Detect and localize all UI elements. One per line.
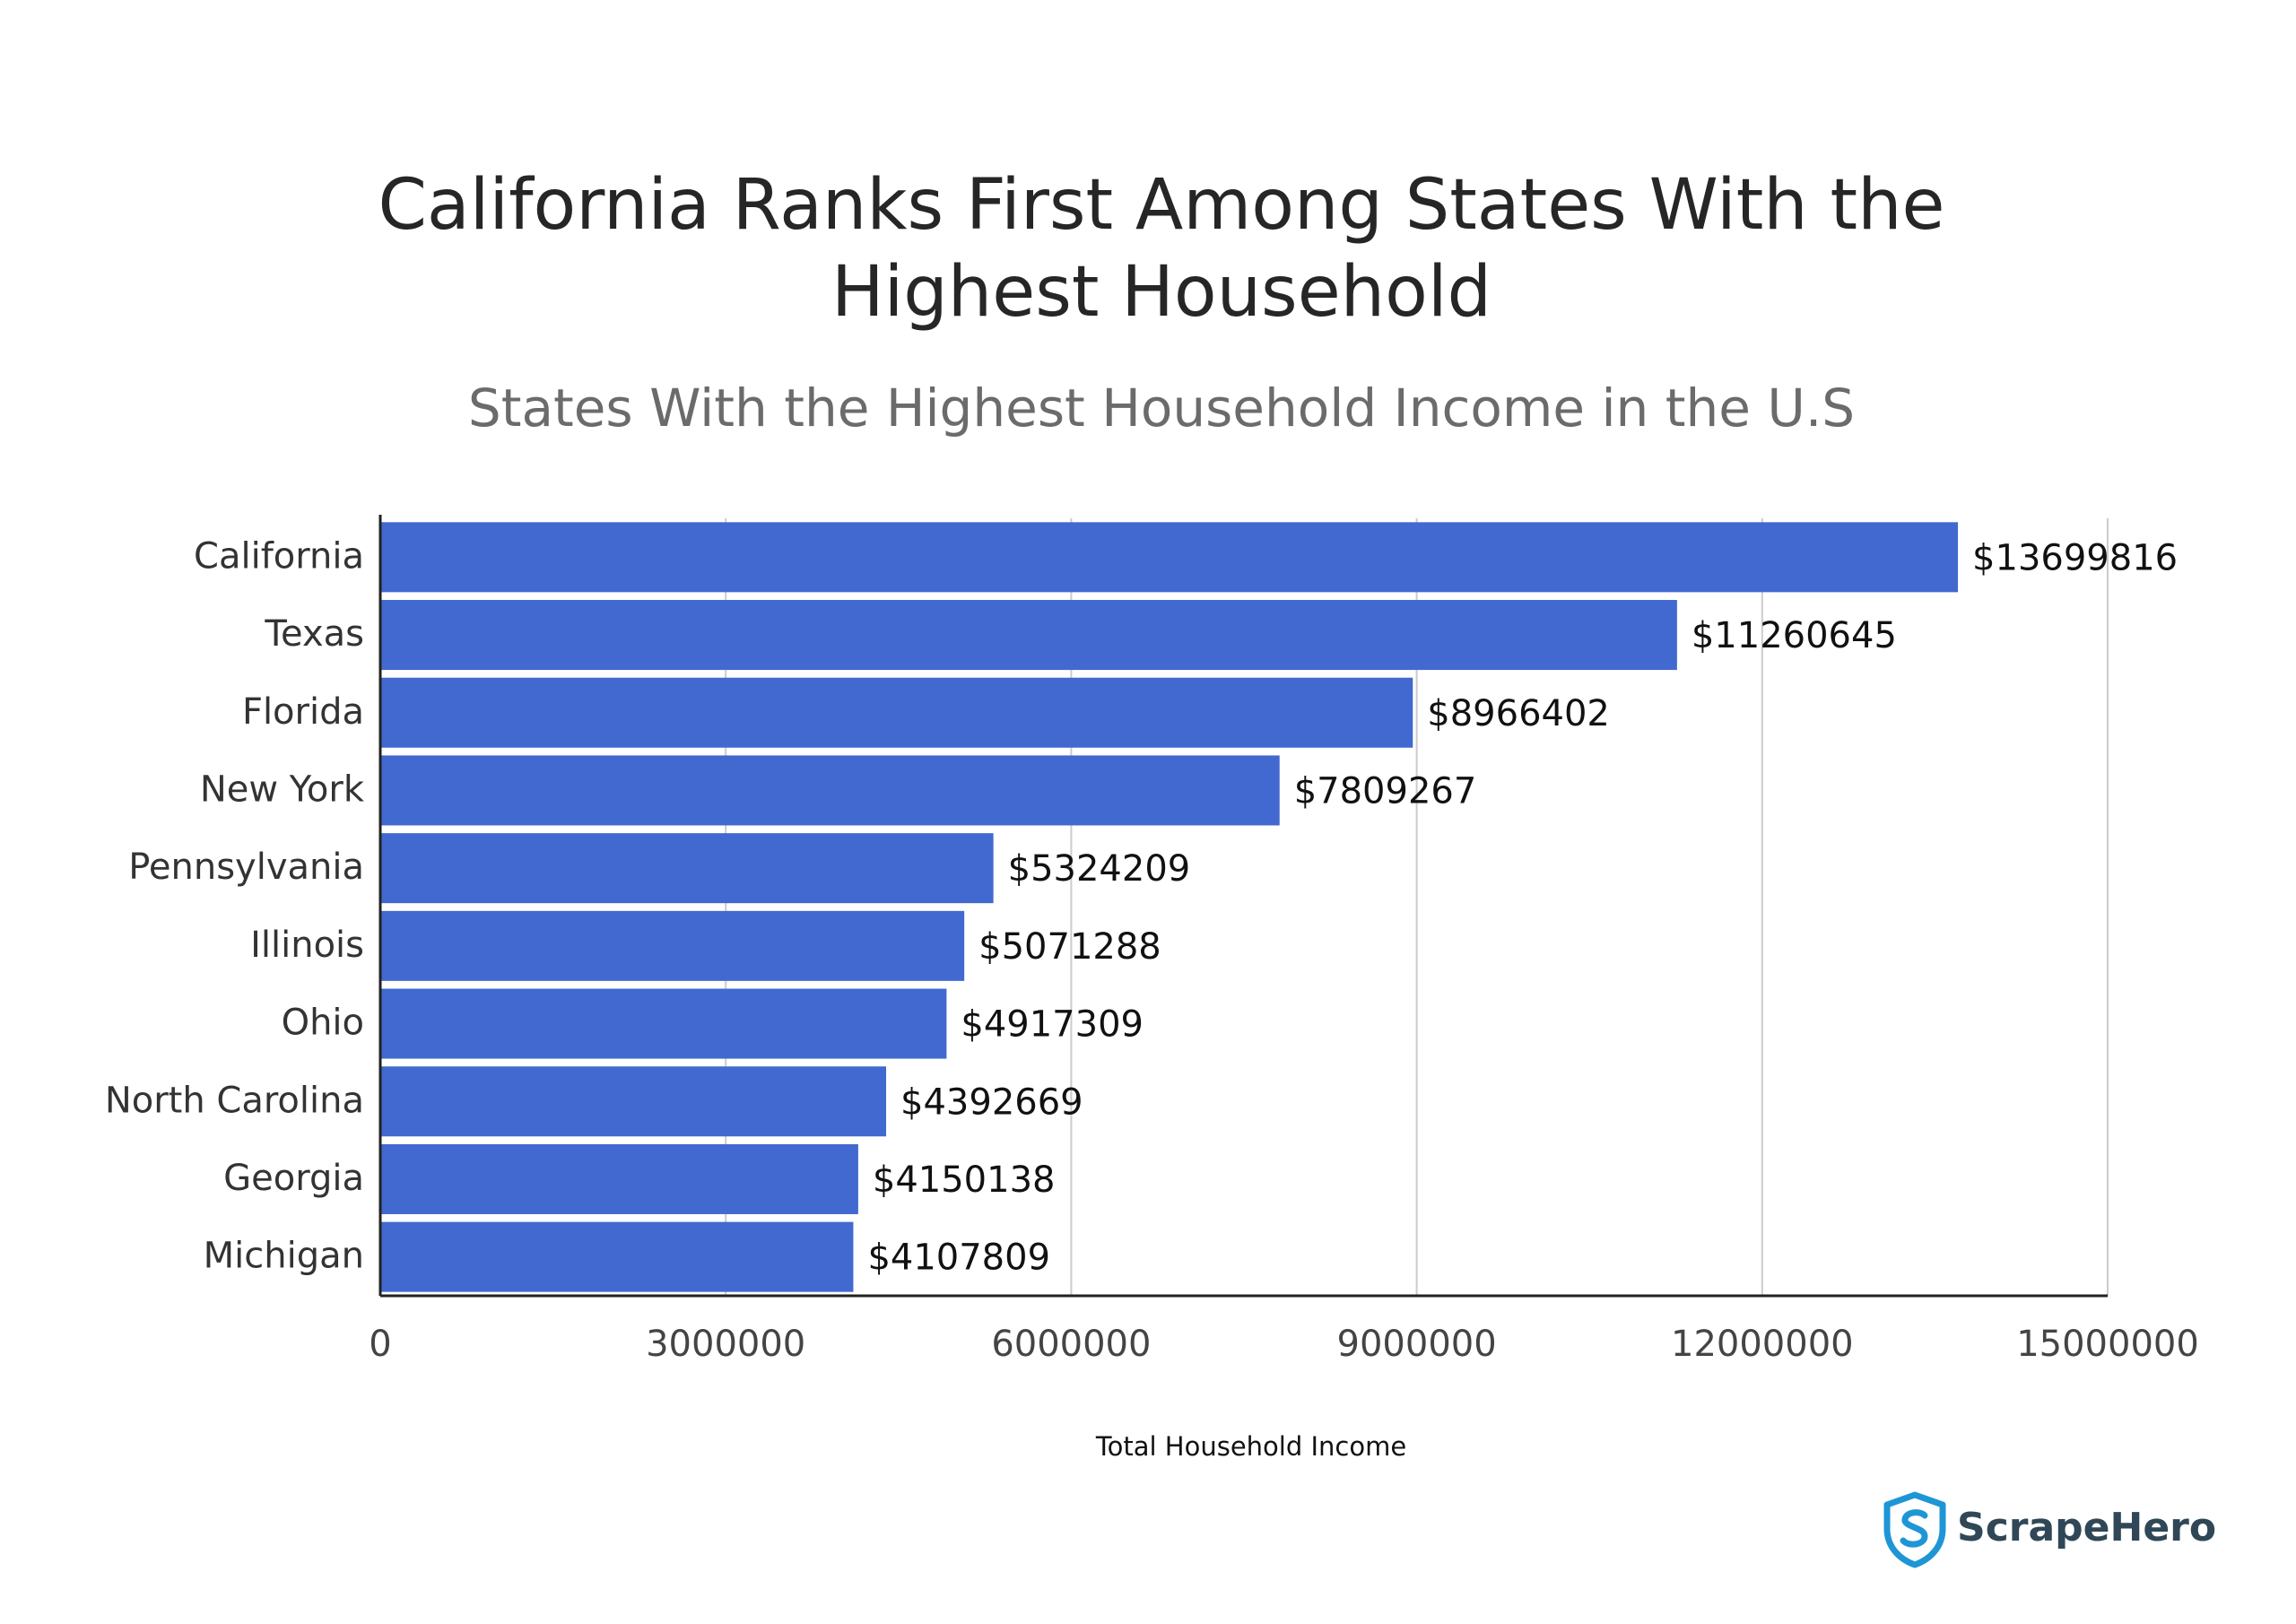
- category-label: Ohio: [282, 1003, 364, 1044]
- bar-georgia: [380, 1143, 858, 1214]
- bar-michigan: [380, 1221, 854, 1292]
- bar-new-york: [380, 755, 1280, 826]
- bar-north-carolina: [380, 1066, 887, 1137]
- x-tick-label: 15000000: [2016, 1324, 2199, 1365]
- value-label: $13699816: [1972, 537, 2178, 578]
- value-label: $7809267: [1294, 770, 1477, 812]
- category-label: California: [194, 535, 364, 577]
- value-labels: $13699816 $11260645 $8966402 $7809267 $53242…: [867, 537, 2178, 1278]
- x-tick-label: 9000000: [1337, 1324, 1497, 1365]
- value-label: $4917309: [961, 1004, 1144, 1046]
- value-label: $4392669: [900, 1081, 1083, 1123]
- x-tick-label: 0: [369, 1324, 391, 1365]
- category-label: Georgia: [223, 1158, 364, 1199]
- brand-name: ScrapeHero: [1957, 1505, 2216, 1550]
- bar-california: [380, 522, 1959, 593]
- category-label: North Carolina: [105, 1080, 364, 1121]
- value-label: $5324209: [1008, 848, 1191, 890]
- category-label: New York: [200, 769, 365, 810]
- bar-texas: [380, 600, 1677, 671]
- bar-florida: [380, 677, 1413, 748]
- axes: [378, 515, 2108, 1298]
- chart-title-line-1: California Ranks First Among States With…: [378, 165, 1944, 246]
- category-label: Pennsylvania: [128, 847, 364, 888]
- value-label: $11260645: [1692, 615, 1897, 656]
- category-label: Texas: [264, 613, 364, 655]
- value-label: $5071288: [978, 926, 1161, 968]
- x-tick-label: 6000000: [991, 1324, 1151, 1365]
- brand-logo: ScrapeHero: [1883, 1491, 2216, 1568]
- value-label: $4150138: [873, 1159, 1056, 1201]
- bars: [380, 522, 1959, 1292]
- bar-pennsylvania: [380, 833, 994, 904]
- bar-illinois: [380, 910, 965, 981]
- value-label: $4107809: [867, 1238, 1050, 1279]
- category-labels: California Texas Florida New York Pennsylvan…: [105, 535, 365, 1276]
- chart-subtitle: States With the Highest Household Income…: [468, 378, 1855, 439]
- x-tick-label: 12000000: [1671, 1324, 1854, 1365]
- x-tick-labels: 0 3000000 6000000 9000000 12000000 15000000: [369, 1324, 2199, 1365]
- bar-ohio: [380, 988, 947, 1059]
- x-axis-title: Total Household Income: [1095, 1431, 1406, 1462]
- category-label: Florida: [242, 691, 364, 733]
- x-tick-label: 3000000: [646, 1324, 805, 1365]
- chart-title-line-2: Highest Household: [831, 252, 1492, 333]
- shield-s-logo-icon: [1883, 1491, 1946, 1568]
- category-label: Michigan: [204, 1236, 364, 1277]
- value-label: $8966402: [1427, 693, 1610, 734]
- category-label: Illinois: [250, 925, 364, 966]
